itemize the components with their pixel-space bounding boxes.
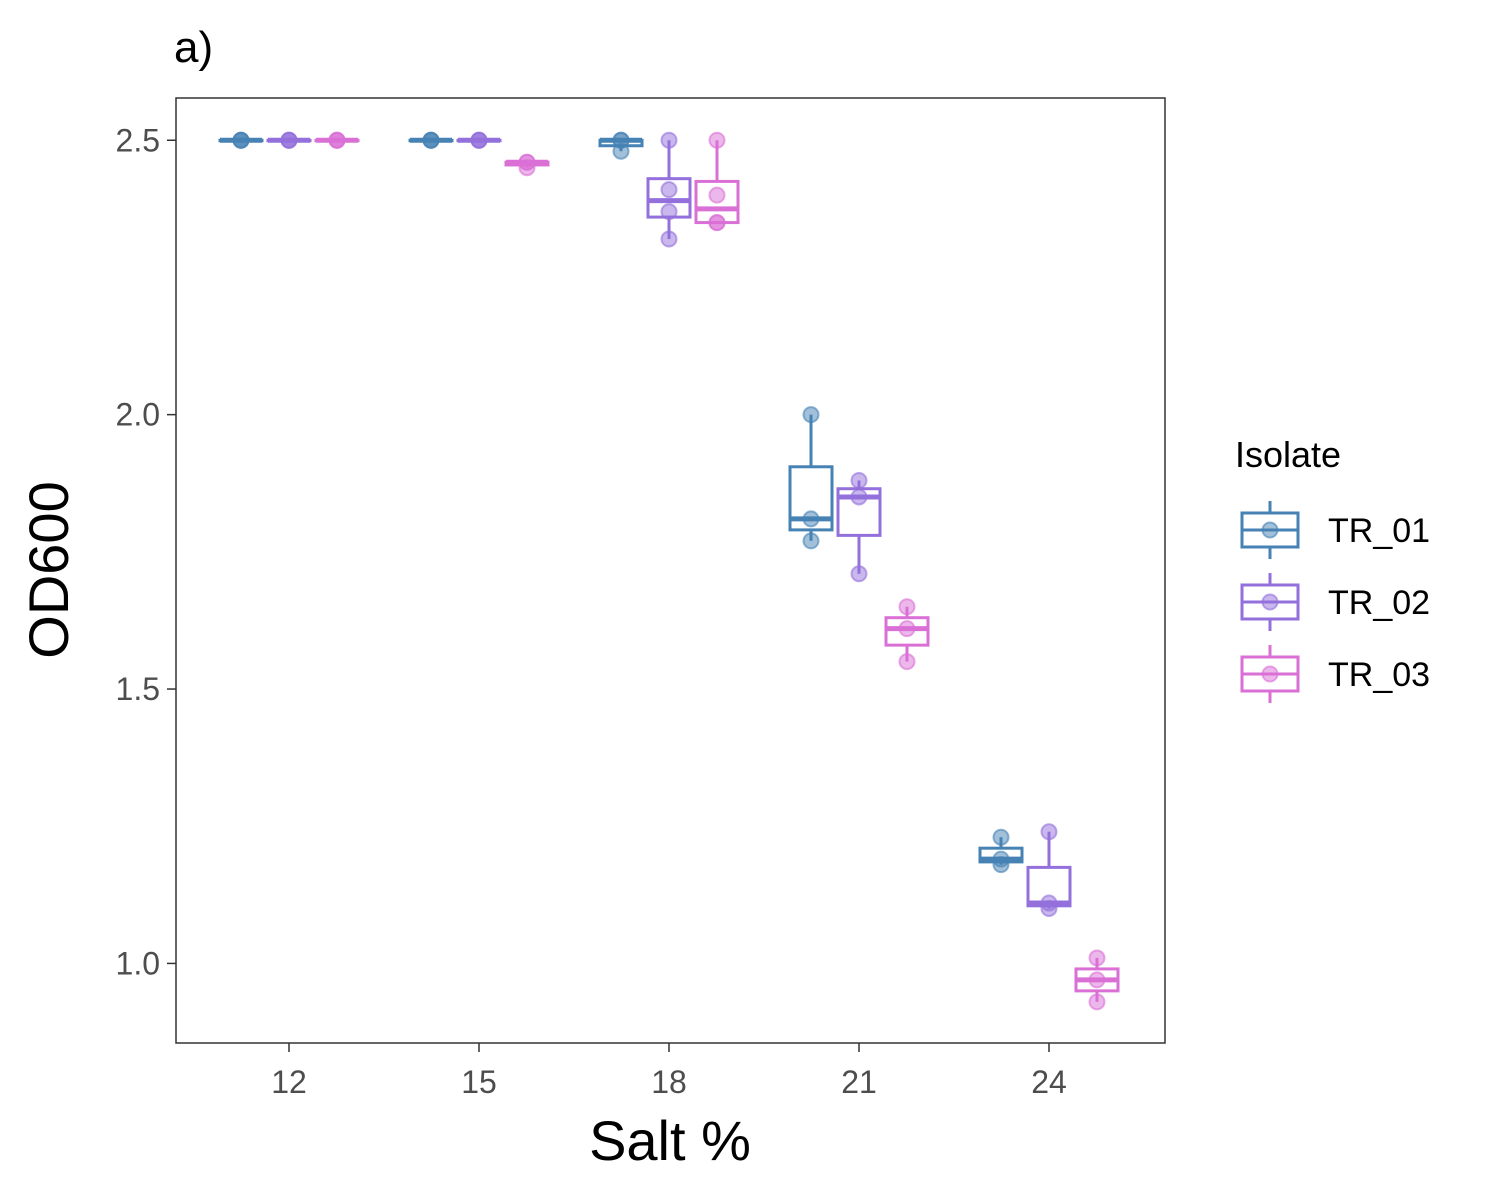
legend-key-point [1261, 521, 1279, 539]
data-point [708, 214, 726, 232]
data-point [1088, 993, 1106, 1011]
box-tr-03-15 [504, 153, 550, 177]
legend-key-point [1261, 665, 1279, 683]
legend-title: Isolate [1235, 434, 1341, 475]
data-point [660, 131, 678, 149]
box-tr-01-12 [218, 131, 264, 149]
y-tick-label: 1.0 [116, 945, 160, 981]
box-tr-02-15 [456, 131, 502, 149]
data-point [232, 131, 250, 149]
box-tr-01-18 [598, 131, 644, 160]
data-point [708, 186, 726, 204]
legend-label: TR_02 [1328, 584, 1430, 622]
data-point [802, 532, 820, 550]
box-tr-03-12 [314, 131, 360, 149]
data-point [660, 181, 678, 199]
legend-label: TR_01 [1328, 512, 1430, 550]
box-tr-02-24 [1026, 823, 1072, 918]
data-point [898, 620, 916, 638]
data-point [328, 131, 346, 149]
x-tick-label: 18 [651, 1064, 687, 1100]
data-point [898, 598, 916, 616]
data-point [898, 653, 916, 671]
box-tr-02-21 [836, 472, 882, 583]
data-point [1088, 971, 1106, 989]
data-point [1088, 949, 1106, 967]
x-tick-label: 21 [841, 1064, 877, 1100]
box-tr-03-18 [694, 131, 740, 232]
panel-label: a) [174, 23, 213, 72]
legend-key-tr-01 [1240, 501, 1300, 559]
legend-key-point [1261, 593, 1279, 611]
data-point [802, 510, 820, 528]
plot-panel-border [175, 97, 1166, 1044]
y-tick-label: 1.5 [116, 671, 160, 707]
box-tr-01-15 [408, 131, 454, 149]
data-point [992, 856, 1010, 874]
data-point [660, 203, 678, 221]
x-tick-label: 24 [1031, 1064, 1067, 1100]
data-point [660, 230, 678, 248]
x-tick-label: 12 [271, 1064, 307, 1100]
series-tr-03 [314, 131, 1120, 1011]
series-tr-01 [218, 131, 1024, 874]
y-tick-label: 2.5 [116, 122, 160, 158]
data-point [612, 131, 630, 149]
legend-key-tr-03 [1240, 645, 1300, 703]
box-tr-02-12 [266, 131, 312, 149]
legend: Isolate TR_01 TR_02 TR_03 [1235, 434, 1430, 703]
data-point [470, 131, 488, 149]
data-point [1040, 823, 1058, 841]
data-point [422, 131, 440, 149]
y-axis-title: OD600 [17, 481, 80, 658]
data-point [518, 159, 536, 177]
x-axis: 12 15 18 21 24 [271, 1043, 1067, 1100]
box-tr-03-24 [1074, 949, 1120, 1011]
data-point [992, 828, 1010, 846]
data-point [850, 472, 868, 489]
plot-area [218, 131, 1120, 1011]
box-tr-01-21 [788, 406, 834, 550]
data-point [1040, 900, 1058, 918]
x-axis-title: Salt % [589, 1109, 751, 1172]
data-point [850, 565, 868, 583]
data-point [708, 131, 726, 149]
box-tr-02-18 [646, 131, 692, 248]
series-tr-02 [266, 131, 1072, 918]
data-point [850, 488, 868, 506]
legend-key-tr-02 [1240, 573, 1300, 631]
legend-label: TR_03 [1328, 656, 1430, 694]
box-tr-01-24 [978, 828, 1024, 874]
box-tr-03-21 [884, 598, 930, 671]
y-axis: 1.0 1.5 2.0 2.5 [116, 122, 176, 981]
y-tick-label: 2.0 [116, 397, 160, 433]
data-point [802, 406, 820, 424]
data-point [280, 131, 298, 149]
x-tick-label: 15 [461, 1064, 497, 1100]
